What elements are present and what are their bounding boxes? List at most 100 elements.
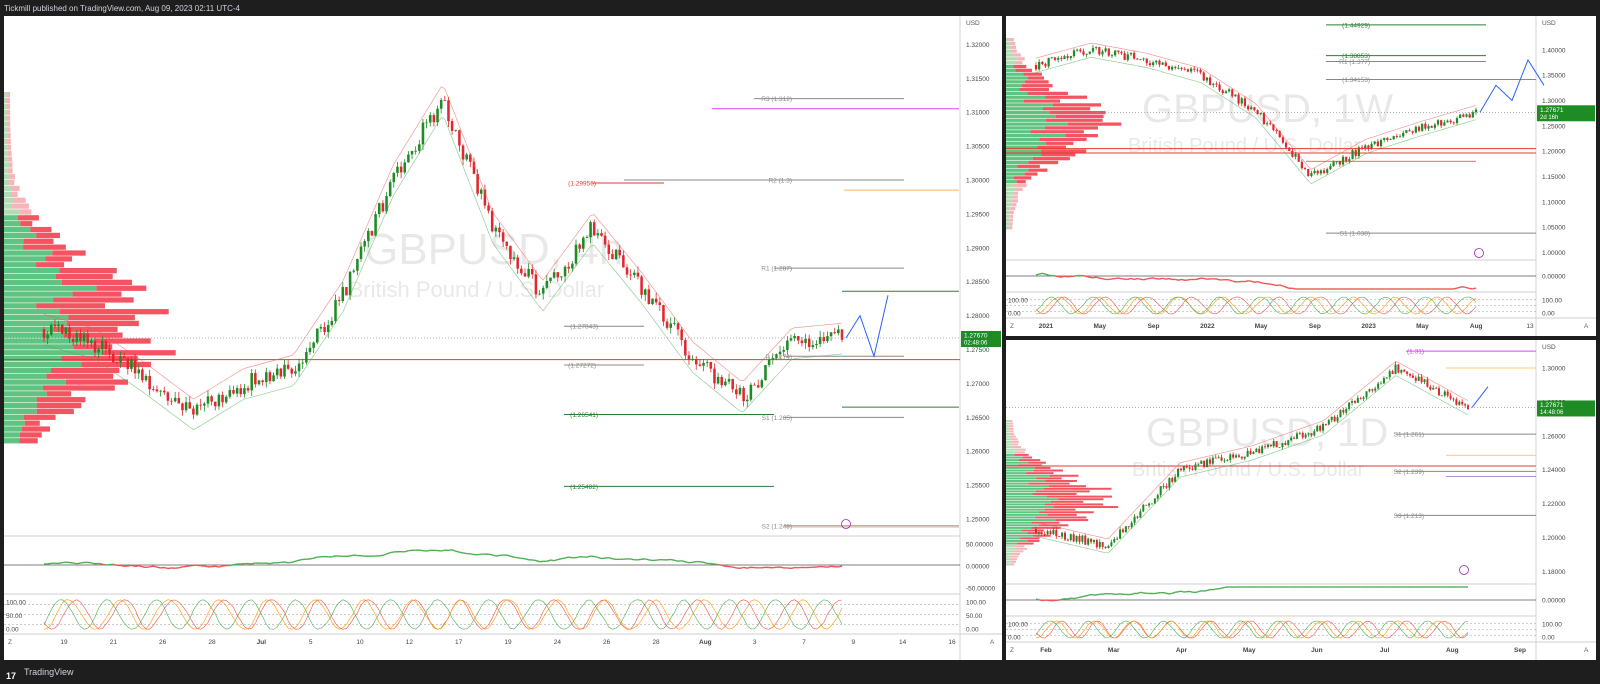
candle-body [1084, 536, 1086, 545]
candle-body [1049, 531, 1051, 534]
volume-profile-bar [1006, 537, 1020, 539]
volume-profile-bar [1006, 138, 1039, 141]
volume-profile-bar [1050, 475, 1079, 477]
osc1-segment [1197, 278, 1200, 279]
candle-body [1317, 171, 1319, 174]
volume-profile-bar [1012, 199, 1018, 202]
osc1-segment [1467, 288, 1470, 289]
volume-profile-bar [63, 333, 122, 338]
candle-body [1079, 50, 1081, 52]
candle-body [309, 348, 312, 352]
candle-body [823, 337, 826, 341]
candle-body [156, 389, 159, 391]
candle-body [1290, 438, 1292, 440]
volume-profile-bar [1014, 176, 1032, 179]
osc1-segment [1166, 593, 1169, 594]
candle-body [1465, 114, 1467, 116]
watermark-name: British Pound / U.S. Dollar [349, 277, 605, 302]
candle-body [764, 365, 767, 380]
candle-body [1082, 51, 1084, 54]
candle-body [1450, 396, 1452, 399]
candle-body [1180, 469, 1182, 470]
candle-body [1462, 115, 1464, 117]
volume-profile-bar [20, 221, 32, 226]
time-tick-label: Jul [257, 639, 267, 646]
tradingview-logo-icon: 17 [6, 668, 20, 677]
auto-scale-label: A [1584, 647, 1589, 654]
volume-profile-bar [1006, 165, 1017, 168]
volume-profile-bar [1015, 69, 1032, 72]
price-tick-label: 1.27500 [966, 347, 990, 354]
candle-body [1165, 63, 1167, 66]
candle-body [1124, 53, 1126, 60]
price-tick-label: 1.15000 [1542, 174, 1566, 181]
price-tick-label: 1.35000 [1542, 73, 1566, 80]
volume-profile-bar [37, 397, 86, 402]
volume-profile-bar [1006, 130, 1030, 133]
candle-body [1307, 169, 1309, 176]
candle-body [1424, 124, 1426, 129]
osc1-segment [1147, 278, 1150, 279]
volume-profile-bar [4, 350, 102, 355]
osc1-segment [470, 554, 474, 555]
candle-body [706, 362, 709, 363]
candle-body [1058, 536, 1060, 537]
osc1-segment [142, 567, 146, 568]
osc1-segment [102, 564, 106, 565]
candle-body [407, 154, 410, 162]
volume-profile-bar [1024, 99, 1060, 102]
candle-body [480, 190, 483, 194]
osc2-left-label: 50.00 [6, 613, 23, 620]
volume-profile-bar [1006, 436, 1010, 438]
volume-profile-bar [1054, 506, 1118, 508]
volume-profile-bar [8, 151, 12, 156]
volume-profile-bar [4, 180, 9, 185]
volume-profile-bar [1006, 53, 1013, 56]
volume-profile-bar [4, 262, 36, 267]
osc2-left-label: 100.00 [1008, 622, 1028, 629]
volume-profile-bar [11, 192, 18, 197]
osc1-segment [284, 562, 288, 563]
candle-body [1206, 459, 1208, 467]
osc1-segment [1137, 592, 1140, 593]
price-tick-label: 1.29000 [966, 245, 990, 252]
volume-profile-bar [1008, 38, 1013, 41]
candle-body [1383, 378, 1385, 383]
osc1-segment [478, 554, 482, 555]
candle-body [1041, 532, 1043, 534]
candle-body [1255, 449, 1257, 452]
osc1-segment [1077, 597, 1080, 598]
candle-body [276, 369, 279, 376]
candle-body [1397, 365, 1399, 373]
time-tick-label: Jun [1311, 647, 1323, 654]
pivot-level-label: S1 (1.038) [1340, 231, 1370, 238]
osc1-segment [1082, 596, 1085, 597]
osc2-left-label: 100.00 [1008, 298, 1028, 305]
candle-body [159, 391, 162, 392]
candle-body [1409, 374, 1411, 376]
candle-body [677, 323, 680, 329]
osc2-left-label: 0.00 [6, 627, 19, 634]
volume-profile-bar [1027, 92, 1068, 95]
volume-profile-bar [1013, 195, 1018, 198]
volume-profile-bar [61, 356, 137, 361]
candle-body [1429, 387, 1431, 390]
osc1-segment [405, 551, 409, 552]
price-tick-label: 1.32000 [966, 42, 990, 49]
volume-profile-bar [96, 338, 151, 343]
volume-profile-bar [1012, 443, 1018, 445]
candle-body [418, 144, 421, 150]
candle-body [1389, 139, 1391, 140]
volume-profile-bar [4, 233, 37, 238]
candle-body [108, 349, 111, 354]
pivot-level-label: (1.34153) [1342, 77, 1370, 84]
candle-body [1434, 125, 1436, 128]
osc1-segment [168, 568, 172, 569]
osc1-segment [791, 568, 795, 569]
